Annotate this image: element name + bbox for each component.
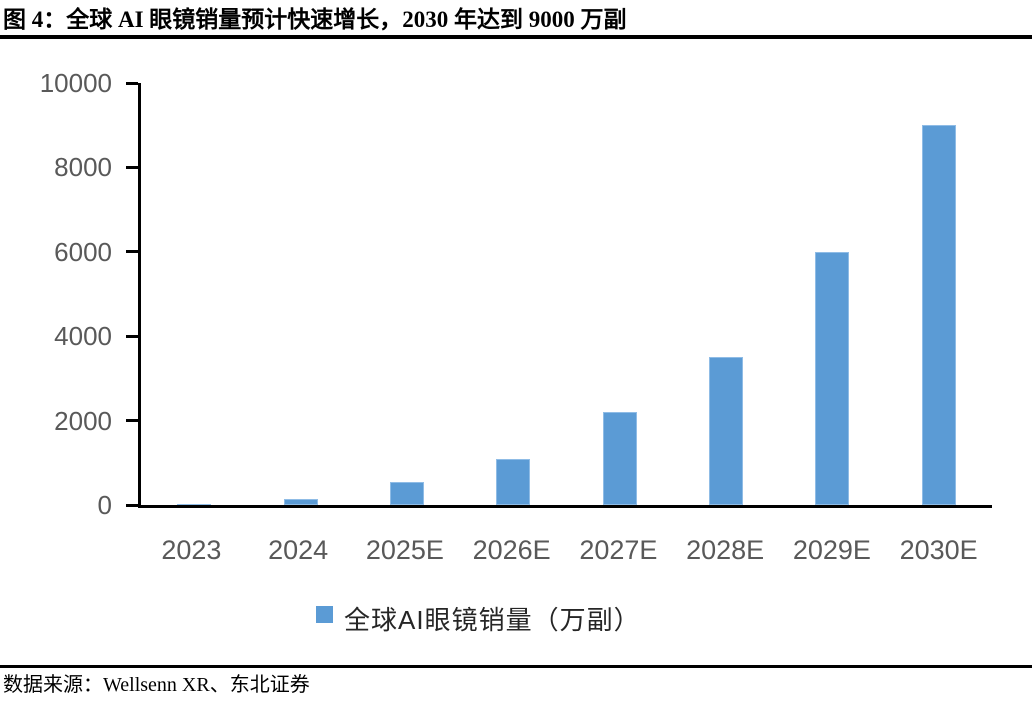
x-axis-label: 2025E (365, 535, 444, 565)
y-axis-tick-mark (126, 334, 138, 338)
figure-title: 图 4：全球 AI 眼镜销量预计快速增长，2030 年达到 9000 万副 (3, 7, 627, 32)
bar-2029E (815, 251, 850, 505)
bar-2028E (709, 357, 744, 505)
data-source-text: 数据来源：Wellsenn XR、东北证券 (3, 674, 310, 696)
y-axis-tick-mark (126, 165, 138, 169)
y-axis-tick-mark (126, 250, 138, 254)
x-axis-label: 2023 (161, 535, 222, 565)
title-divider-line (0, 35, 1032, 39)
bar-slot (141, 83, 247, 505)
y-axis-tick-label: 0 (97, 490, 112, 520)
y-axis-tick-mark (126, 503, 138, 507)
bar-slot (673, 83, 779, 505)
bar-slot (247, 83, 353, 505)
bar-series (141, 83, 992, 505)
x-axis-label: 2024 (268, 535, 329, 565)
legend-series-label: 全球AI眼镜销量（万副） (344, 605, 641, 635)
bar-slot (567, 83, 673, 505)
y-axis-tick-mark (126, 419, 138, 423)
y-axis-tick-label: 8000 (54, 152, 112, 183)
y-axis-tick-label: 10000 (39, 68, 112, 98)
y-axis-tick-labels: 0 2000 4000 6000 8000 10000 (0, 68, 112, 520)
chart-legend: 全球AI眼镜销量（万副） (316, 600, 641, 637)
x-axis-label: 2029E (792, 535, 871, 565)
bar-slot (460, 83, 566, 505)
bar-slot (779, 83, 885, 505)
bar-chart-plot-area (126, 81, 992, 508)
y-axis-tick-label: 4000 (54, 321, 112, 352)
bar-2026E (496, 458, 531, 505)
y-axis-tick-mark (126, 81, 138, 85)
y-axis-tick-label: 2000 (54, 405, 112, 436)
bar-2025E (389, 481, 424, 505)
bar-slot (886, 83, 992, 505)
bar-2024 (283, 498, 318, 505)
bar-slot (354, 83, 460, 505)
y-axis-tick-label: 6000 (54, 236, 112, 267)
x-axis-label: 2026E (472, 535, 551, 565)
legend-color-swatch-icon (316, 606, 333, 623)
x-axis-label: 2028E (686, 535, 765, 565)
x-axis-label: 2027E (579, 535, 658, 565)
footer-divider-line (0, 665, 1032, 668)
bar-2030E (921, 125, 956, 505)
x-axis-tick-labels: 2023 2024 2025E 2026E 2027E 2028E 2029E 2030E (138, 535, 992, 566)
bar-2027E (602, 412, 637, 505)
bar-2023 (177, 504, 212, 505)
x-axis-label: 2030E (899, 535, 978, 565)
